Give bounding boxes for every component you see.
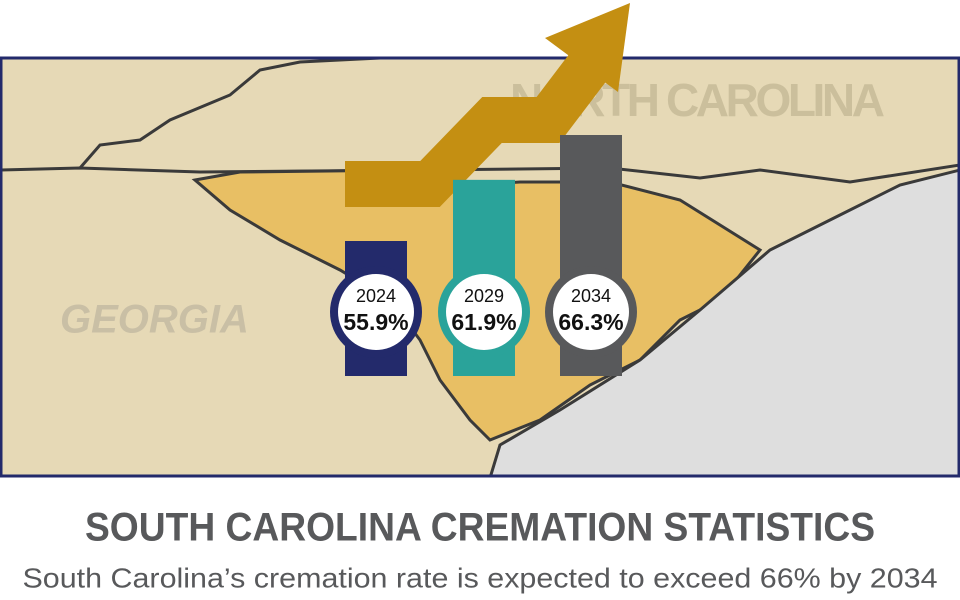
badge — [446, 274, 522, 350]
badge — [338, 274, 414, 350]
state-border — [78, 58, 381, 169]
badge — [553, 274, 629, 350]
arrow-body — [345, 48, 611, 207]
value-label: 61.9% — [451, 309, 516, 335]
value-label: 55.9% — [343, 309, 408, 335]
category-label: 2024 — [356, 286, 396, 306]
subtitle: South Carolina’s cremation rate is expec… — [23, 562, 938, 593]
arrow-head — [545, 3, 630, 92]
trend-arrow — [345, 3, 630, 207]
value-label: 66.3% — [558, 309, 623, 335]
map-label: GEORGIA — [60, 298, 249, 342]
ocean — [489, 168, 959, 476]
frame — [0, 56, 960, 478]
category-label: 2029 — [464, 286, 504, 306]
title: SOUTH CAROLINA CREMATION STATISTICS — [85, 506, 875, 550]
category-label: 2034 — [571, 286, 611, 306]
